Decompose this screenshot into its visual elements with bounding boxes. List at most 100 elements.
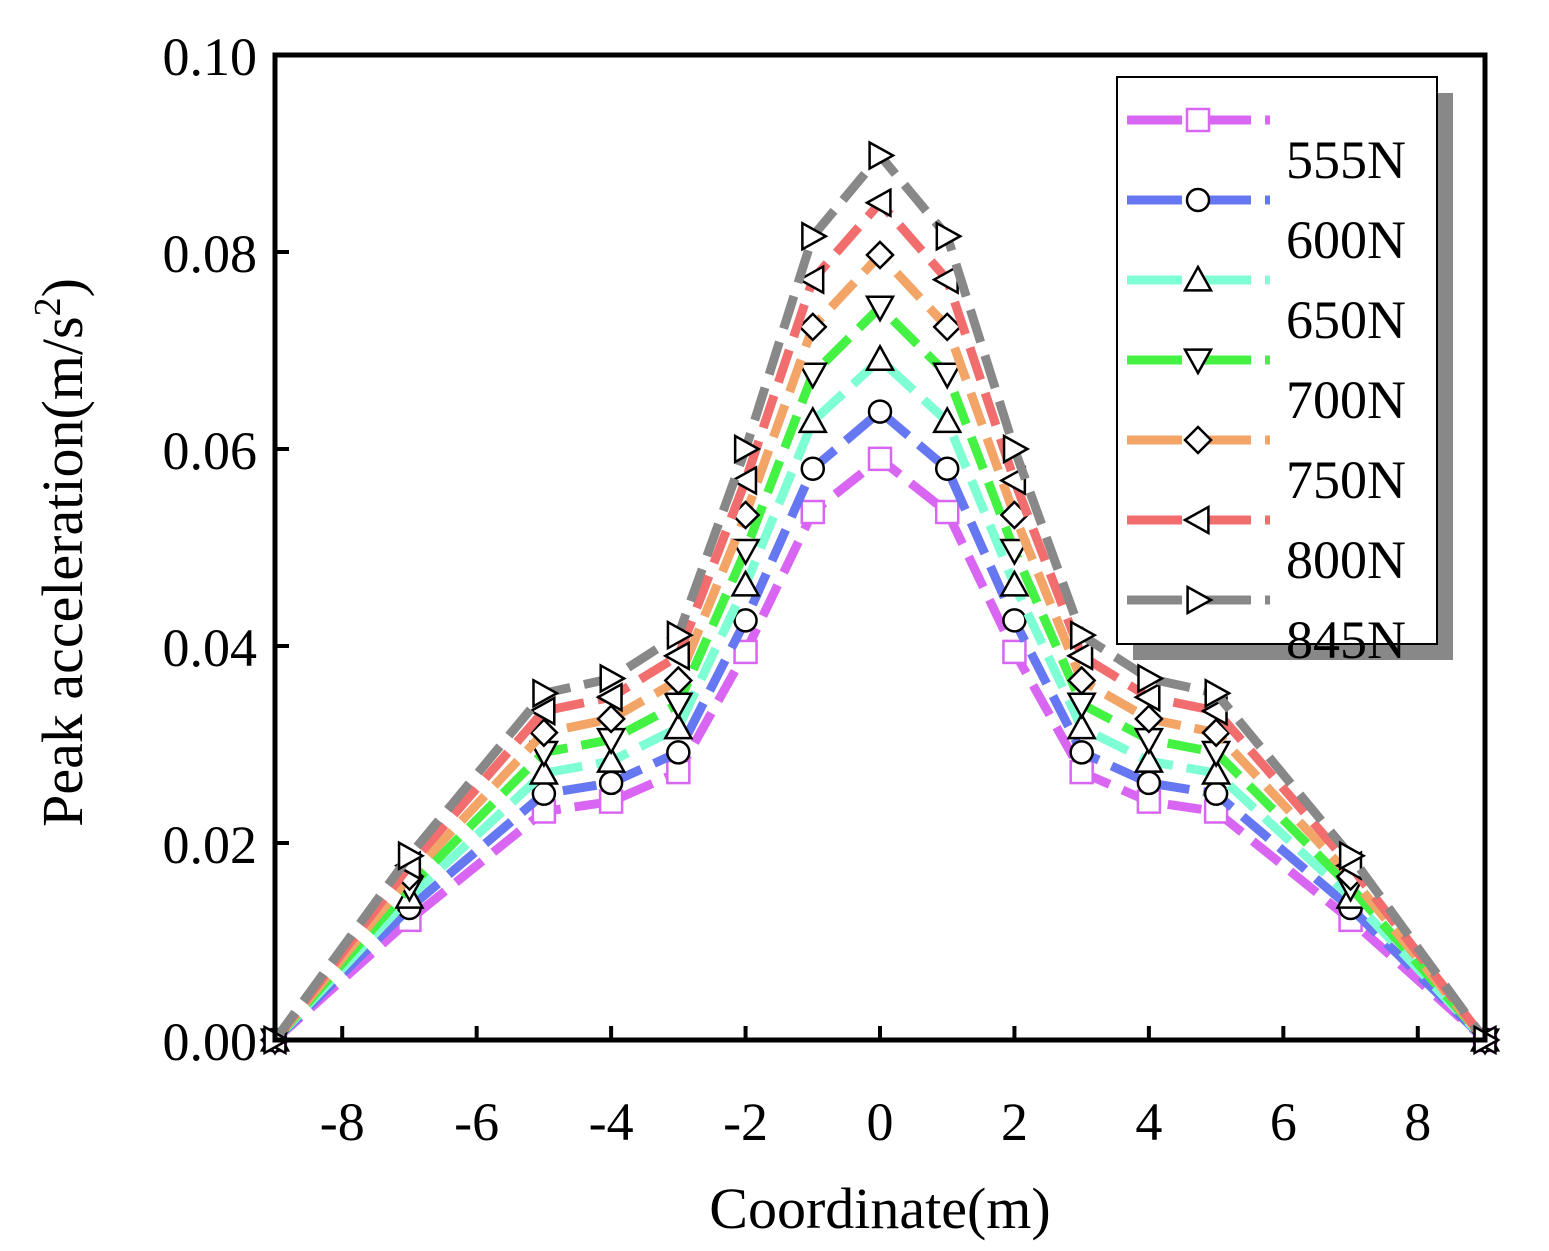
legend-label: 650N (1286, 290, 1406, 350)
data-point-600N--3 (666, 740, 691, 765)
series-layer (259, 140, 1501, 1056)
data-point-845N-1 (935, 221, 963, 252)
legend-item-650N: 650N (1127, 264, 1406, 350)
data-point-845N-7 (1338, 840, 1367, 871)
legend-item-555N: 555N (1127, 107, 1406, 190)
x-tick-label: 4 (1135, 1092, 1162, 1152)
legend-marker (1183, 425, 1213, 455)
data-point-600N--1 (800, 456, 826, 481)
data-point-650N-0 (864, 343, 896, 372)
data-point-800N-4 (1133, 682, 1161, 713)
data-point-600N-1 (934, 456, 960, 481)
data-point-650N-1 (932, 405, 963, 434)
data-point-800N-3 (1066, 640, 1094, 671)
data-point-800N--5 (528, 695, 556, 727)
legend-item-845N: 845N (1127, 584, 1406, 670)
data-point-555N-2 (1002, 639, 1027, 665)
data-point-750N--1 (798, 312, 828, 342)
y-axis-label-superscript: 2 (27, 297, 69, 316)
legend-label: 800N (1286, 530, 1406, 590)
data-point-845N-0 (868, 140, 896, 171)
legend-marker (1186, 584, 1214, 616)
data-point-800N--2 (729, 465, 758, 496)
data-point-555N-0 (867, 446, 893, 472)
data-point-700N-0 (864, 295, 896, 323)
data-point-700N-1 (932, 362, 963, 390)
data-point-650N-2 (999, 569, 1030, 597)
y-tick-label: 0.08 (163, 224, 258, 284)
data-point-800N--1 (797, 264, 825, 295)
data-point-845N-2 (1002, 433, 1031, 465)
data-point-750N-3 (1066, 665, 1097, 696)
legend-item-750N: 750N (1127, 425, 1406, 510)
legend-marker (1185, 187, 1211, 213)
data-point-800N-0 (864, 187, 892, 218)
legend-label: 845N (1286, 610, 1406, 670)
data-point-650N--4 (595, 745, 627, 773)
x-tick-label: 8 (1404, 1092, 1431, 1152)
data-point-750N--4 (596, 704, 626, 734)
data-point-600N-0 (867, 399, 893, 424)
series-555N (262, 446, 1498, 1053)
data-point-600N-4 (1136, 770, 1162, 796)
legend: 555N 600N 650N 700N 750N 800N 845N (1116, 76, 1453, 670)
x-tick-label: -4 (589, 1092, 634, 1152)
x-tick-label: -2 (723, 1092, 768, 1152)
legend-label: 600N (1286, 210, 1406, 270)
y-axis-label-main: Peak acceleration(m/s (30, 316, 95, 826)
data-point-845N--2 (733, 433, 762, 465)
y-tick-label: 0.02 (163, 815, 258, 875)
series-line-600N (271, 407, 1489, 1044)
data-point-600N-3 (1069, 740, 1094, 765)
data-point-650N-3 (1066, 712, 1097, 740)
y-tick-label: 0.10 (163, 27, 258, 87)
y-axis-label-close: ) (30, 278, 95, 297)
ticks-layer: -8 -6 -4 -2 0 2 4 6 8 0.00 0.02 0.04 0.06 0.08 0.10 (163, 27, 1432, 1152)
x-tick-label: -6 (454, 1092, 499, 1152)
data-point-700N--2 (730, 538, 761, 567)
data-point-750N-4 (1134, 704, 1164, 734)
y-tick-label: 0.00 (163, 1012, 258, 1072)
data-point-845N--5 (532, 678, 560, 709)
data-point-650N--5 (528, 757, 560, 785)
legend-marker (1182, 504, 1210, 536)
data-point-600N--2 (733, 608, 758, 633)
data-point-700N-2 (999, 538, 1030, 567)
data-point-750N--3 (663, 665, 694, 696)
data-point-600N-2 (1002, 608, 1027, 633)
data-point-555N-1 (934, 499, 960, 525)
data-point-845N-5 (1204, 678, 1232, 709)
data-point-800N--3 (662, 640, 690, 671)
legend-item-600N: 600N (1127, 187, 1406, 270)
y-tick-label: 0.04 (163, 618, 258, 678)
legend-label: 700N (1286, 370, 1406, 430)
data-point-845N--1 (801, 221, 829, 252)
x-tick-label: -8 (320, 1092, 365, 1152)
data-point-845N--3 (666, 620, 694, 651)
legend-label: 750N (1286, 450, 1406, 510)
legend-marker (1182, 264, 1214, 292)
data-point-750N-0 (865, 240, 895, 270)
x-axis-label: Coordinate(m) (709, 1176, 1050, 1241)
legend-marker (1182, 348, 1214, 376)
data-point-750N--5 (529, 717, 559, 748)
data-point-650N--1 (797, 405, 828, 434)
data-point-800N--4 (595, 682, 623, 713)
x-tick-label: 6 (1270, 1092, 1297, 1152)
legend-item-700N: 700N (1127, 348, 1406, 430)
data-point-845N--7 (397, 840, 426, 871)
data-point-650N--3 (663, 712, 694, 740)
series-line-650N (271, 354, 1489, 1044)
data-point-700N--1 (797, 362, 828, 390)
data-point-555N--2 (733, 639, 758, 665)
data-point-600N--4 (598, 770, 624, 796)
data-point-650N--2 (730, 569, 761, 597)
x-tick-label: 0 (867, 1092, 894, 1152)
data-point-750N-1 (932, 312, 962, 342)
y-axis-label: Peak acceleration(m/s2) (27, 278, 95, 827)
x-tick-label: 2 (1001, 1092, 1028, 1152)
data-point-650N-4 (1133, 745, 1165, 773)
data-point-650N-5 (1200, 757, 1232, 785)
data-point-555N--1 (800, 499, 826, 525)
